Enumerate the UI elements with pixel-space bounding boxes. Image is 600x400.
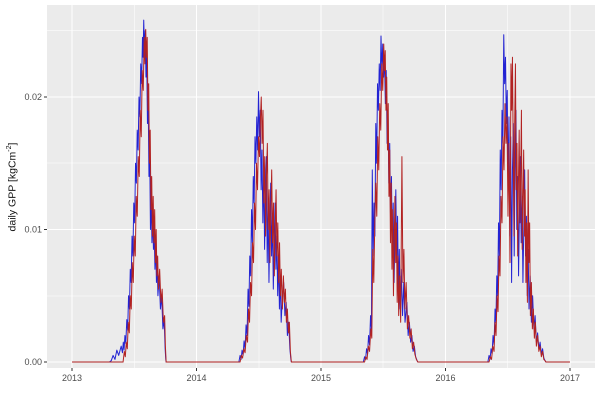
series-line-red bbox=[72, 28, 570, 363]
y-axis-title-superscript: -2 bbox=[5, 145, 13, 152]
y-axis-title-bracket: ] bbox=[6, 142, 19, 146]
y-tick-label: 0.01 bbox=[24, 225, 42, 235]
x-tick-label: 2015 bbox=[311, 373, 331, 383]
y-tick-label: 0.02 bbox=[24, 92, 42, 102]
x-tick-label: 2014 bbox=[186, 373, 206, 383]
x-tick-label: 2017 bbox=[560, 373, 580, 383]
y-tick-label: 0.00 bbox=[24, 357, 42, 367]
x-tick-label: 2013 bbox=[62, 373, 82, 383]
y-axis-title-text: daily GPP [kgCm bbox=[6, 151, 19, 232]
y-axis-title: daily GPP [kgCm-2] bbox=[6, 143, 19, 232]
x-tick-label: 2016 bbox=[435, 373, 455, 383]
